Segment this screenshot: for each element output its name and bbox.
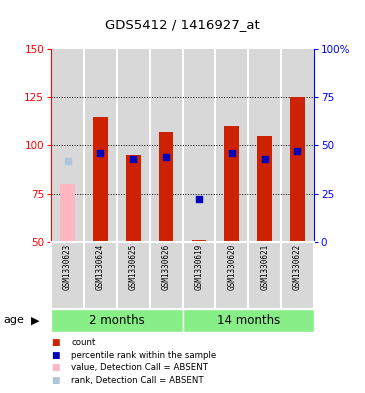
Text: age: age [4, 315, 24, 325]
Text: GSM1330623: GSM1330623 [63, 244, 72, 290]
Text: count: count [71, 338, 96, 347]
Text: ▶: ▶ [31, 316, 39, 326]
Bar [150, 49, 182, 242]
Point [196, 196, 202, 202]
Text: rank, Detection Call = ABSENT: rank, Detection Call = ABSENT [71, 376, 204, 385]
Bar [281, 49, 314, 242]
FancyBboxPatch shape [215, 242, 248, 309]
Point [130, 156, 136, 162]
Point [65, 158, 70, 164]
Text: ■: ■ [51, 376, 59, 385]
Text: GSM1330624: GSM1330624 [96, 244, 105, 290]
Text: value, Detection Call = ABSENT: value, Detection Call = ABSENT [71, 364, 208, 372]
Text: 14 months: 14 months [216, 314, 280, 327]
Bar [84, 49, 117, 242]
Bar [51, 49, 84, 242]
Text: GSM1330626: GSM1330626 [162, 244, 170, 290]
Point [295, 148, 300, 154]
Text: GDS5412 / 1416927_at: GDS5412 / 1416927_at [105, 18, 260, 31]
Bar [159, 132, 173, 242]
Bar [182, 49, 215, 242]
Bar [257, 136, 272, 242]
FancyBboxPatch shape [150, 242, 182, 309]
Bar [93, 116, 108, 242]
Text: ■: ■ [51, 338, 59, 347]
FancyBboxPatch shape [281, 242, 314, 309]
Text: GSM1330619: GSM1330619 [195, 244, 203, 290]
FancyBboxPatch shape [182, 309, 314, 332]
Point [229, 150, 235, 156]
FancyBboxPatch shape [84, 242, 117, 309]
Bar [248, 49, 281, 242]
Bar [215, 49, 248, 242]
Bar [126, 155, 141, 242]
Bar [60, 184, 75, 242]
Point [97, 150, 103, 156]
Point [163, 154, 169, 160]
FancyBboxPatch shape [248, 242, 281, 309]
Text: ■: ■ [51, 364, 59, 372]
Text: ■: ■ [51, 351, 59, 360]
Bar [224, 126, 239, 242]
FancyBboxPatch shape [182, 242, 215, 309]
Text: GSM1330622: GSM1330622 [293, 244, 302, 290]
Text: 2 months: 2 months [89, 314, 145, 327]
Bar [117, 49, 150, 242]
Point [262, 156, 268, 162]
Text: GSM1330620: GSM1330620 [227, 244, 236, 290]
Text: GSM1330621: GSM1330621 [260, 244, 269, 290]
FancyBboxPatch shape [51, 309, 182, 332]
FancyBboxPatch shape [117, 242, 150, 309]
Text: percentile rank within the sample: percentile rank within the sample [71, 351, 216, 360]
Bar [290, 97, 305, 242]
FancyBboxPatch shape [51, 242, 84, 309]
Bar [192, 240, 206, 242]
Text: GSM1330625: GSM1330625 [129, 244, 138, 290]
